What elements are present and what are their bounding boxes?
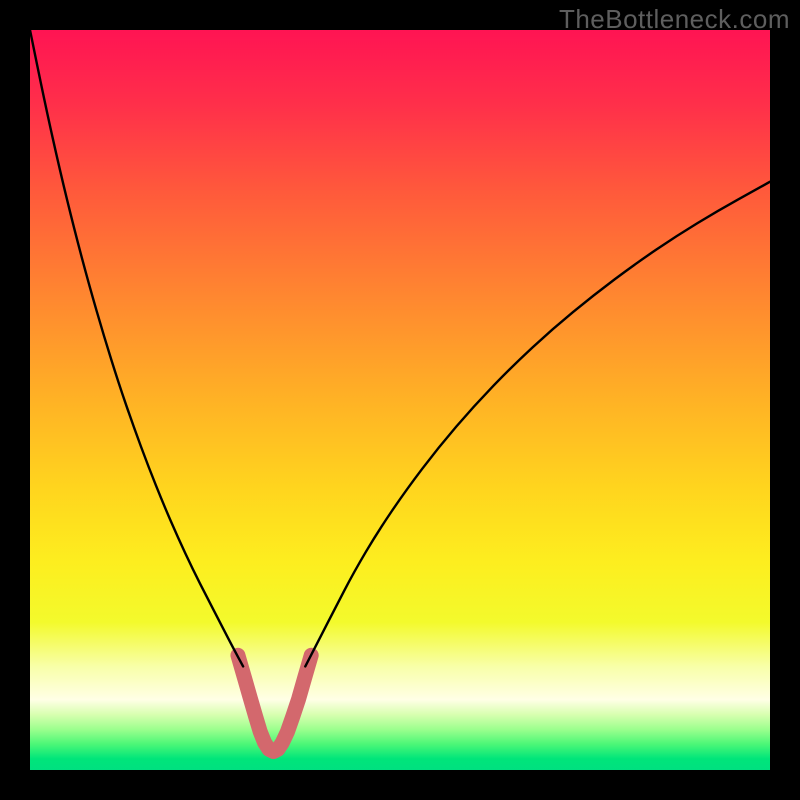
- curve-right: [305, 182, 770, 667]
- plot-svg: [30, 30, 770, 770]
- plot-area: [30, 30, 770, 770]
- curve-left: [30, 30, 243, 666]
- watermark-text: TheBottleneck.com: [559, 4, 790, 35]
- trough-marker: [238, 655, 311, 751]
